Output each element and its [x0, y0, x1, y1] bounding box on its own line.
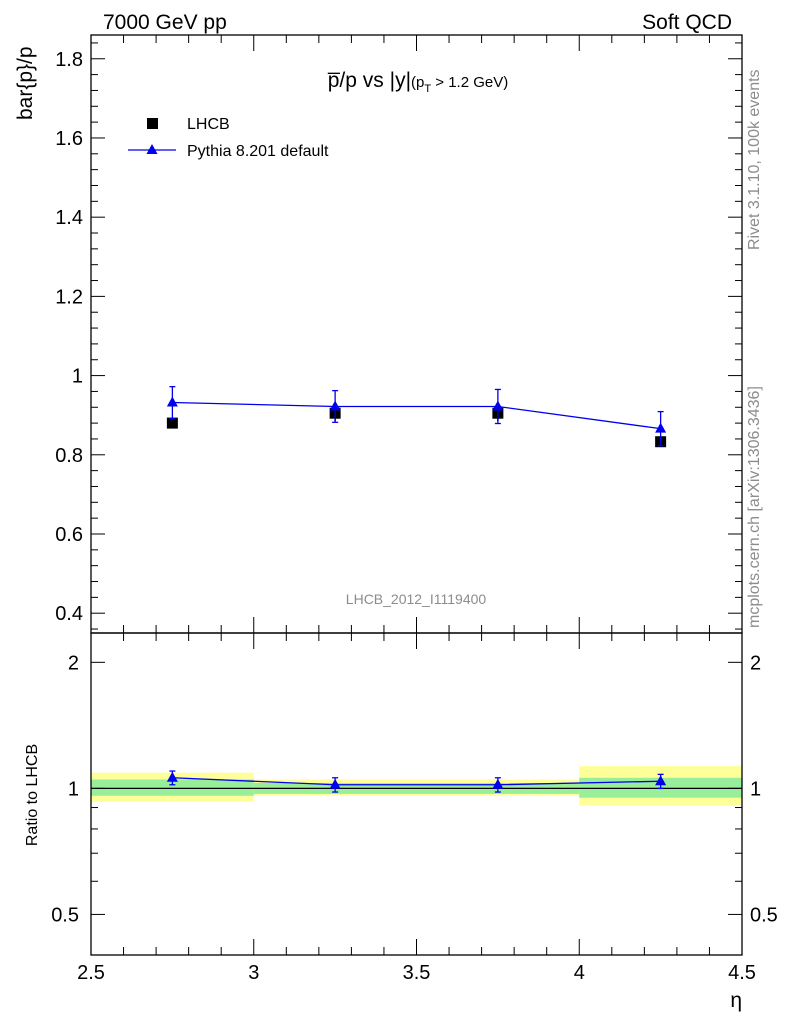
main-panel: 0.4 0.6 0.8 1 1.2 1.4 1.6 1.8: [55, 34, 743, 634]
ratio-xtick-label: 3: [248, 962, 259, 984]
ratio-ylabel: Ratio to LHCB: [24, 744, 41, 846]
ratio-band-inner: [91, 779, 254, 796]
legend-mc-label: Pythia 8.201 default: [187, 143, 329, 160]
main-ytick-label: 1: [72, 366, 83, 388]
ratio-mc-point: [329, 778, 341, 789]
ratio-mc-point: [492, 778, 504, 789]
ratio-ytick-label: 2: [68, 652, 79, 674]
ratio-ytick-label-right: 0.5: [750, 904, 778, 926]
ratio-ytick-label: 1: [68, 778, 79, 800]
ratio-xlabel: η: [730, 989, 742, 1012]
ratio-xtick-label: 4.5: [728, 962, 756, 984]
ratio-mc-line: [172, 777, 661, 786]
main-ytick-label: 1.6: [55, 128, 83, 150]
legend: LHCB Pythia 8.201 default: [128, 116, 329, 160]
title-cut-open: (p: [411, 74, 424, 91]
legend-mc-marker: [146, 144, 158, 154]
main-ytick-label: 1.4: [55, 207, 83, 229]
mc-line: [172, 401, 661, 430]
rivet-label: Rivet 3.1.10, 100k events: [746, 69, 763, 250]
ratio-ytick-label-right: 1: [750, 778, 761, 800]
ratio-xtick-label: 2.5: [77, 962, 105, 984]
title-main: p̅/p vs |y|: [327, 69, 411, 92]
main-ytick-label: 0.4: [55, 603, 83, 625]
main-ytick-label: 1.2: [55, 286, 83, 308]
ratio-mc-point: [166, 771, 178, 782]
header-left: 7000 GeV pp: [103, 11, 227, 34]
ratio-xtick-label: 3.5: [403, 962, 431, 984]
main-ytick-label: 0.6: [55, 524, 83, 546]
legend-data-label: LHCB: [187, 116, 230, 133]
data-point: [166, 417, 178, 429]
legend-data-marker: [147, 118, 158, 129]
mc-point: [329, 400, 341, 411]
main-title: p̅/p vs |y|(pT > 1.2 GeV): [327, 69, 508, 95]
ratio-xtick-label: 4: [574, 962, 585, 984]
ratio-ytick-label-right: 2: [750, 652, 761, 674]
main-ytick-label: 0.8: [55, 445, 83, 467]
analysis-watermark: LHCB_2012_I1119400: [346, 591, 487, 607]
ratio-panel: 2.5 3 3.5 4 4.5 0.5 0.5 1 1 2 2: [51, 632, 778, 984]
ratio-mc-point: [655, 775, 667, 786]
mcplots-label: mcplots.cern.ch [arXiv:1306.3436]: [746, 386, 763, 628]
title-cut-rest: > 1.2 GeV): [431, 74, 508, 91]
mc-point: [655, 422, 667, 433]
ratio-ytick-label: 0.5: [51, 904, 79, 926]
header-right: Soft QCD: [642, 11, 732, 34]
mc-point: [492, 400, 504, 411]
mc-point: [166, 396, 178, 407]
title-cut-sub: T: [424, 83, 431, 95]
main-ylabel: bar{p}/p: [14, 46, 37, 120]
main-ytick-label: 1.8: [55, 49, 83, 71]
